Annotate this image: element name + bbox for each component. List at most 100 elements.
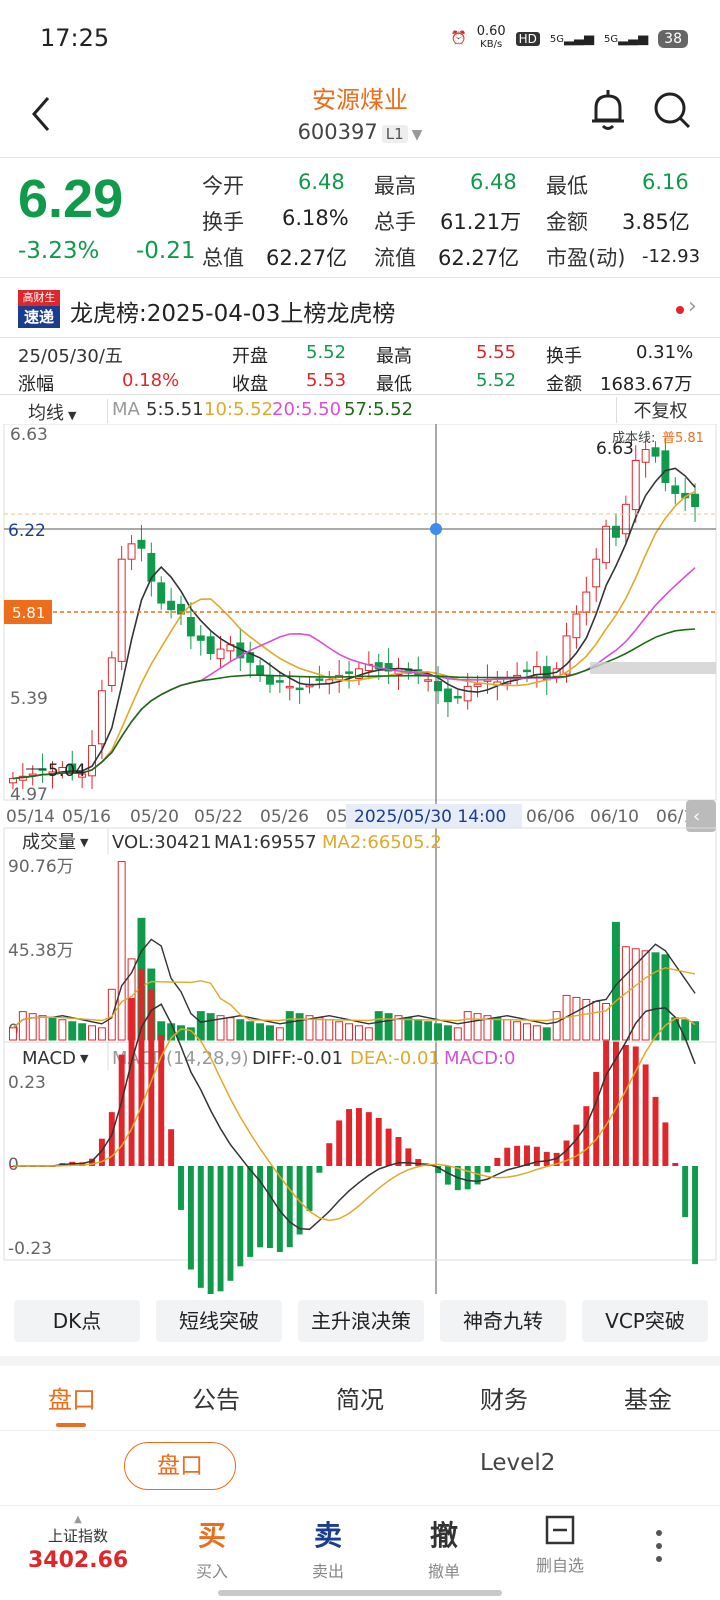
ma-label: MA [112,399,140,420]
candle-body [424,679,433,682]
volume-bar [107,988,116,1041]
macd-bar [652,1096,659,1166]
volume-bar [424,1021,433,1041]
candle-body [443,688,452,703]
x-tick: 05/22 [194,807,243,827]
volume-bar [364,1027,373,1041]
candle-body [562,635,571,675]
candle-body [295,687,304,691]
collapse-button[interactable] [686,800,716,832]
home-indicator [218,1590,502,1596]
remove-watchlist-label: 删自选 [535,1556,584,1575]
candle-body [641,449,650,463]
volume-ma-line [12,967,696,1029]
candle-body [206,636,215,654]
volume-bar [641,950,650,1041]
buy-button[interactable]: 买 买入 [172,1514,252,1582]
macd-bar [514,1145,521,1166]
volume-bar [246,1021,255,1041]
search-icon[interactable] [652,88,692,132]
vol-value: VOL:30421 [112,832,212,853]
tab-profile[interactable]: 简况 [336,1386,384,1414]
feature-button-wave[interactable]: 主升浪决策 [298,1300,424,1342]
level-badge: L1 [381,125,408,143]
day-label: 金额 [546,374,582,395]
news-banner[interactable]: 高财生 速递 龙虎榜:2025-04-03上榜龙虎榜 › [0,280,720,338]
kline-ytick: 4.97 [10,785,48,805]
volume-bar [463,1011,472,1041]
sell-button[interactable]: 卖 卖出 [288,1514,368,1582]
kline-ytick: 6.63 [10,425,48,445]
macd-indicator-select[interactable]: MACD [22,1048,76,1069]
candle-body [157,582,166,604]
candle-body [167,600,176,611]
macd-bar [444,1166,451,1185]
dropdown-icon: ▼ [68,409,77,422]
candle-body [186,617,195,637]
macd-bar [346,1109,353,1166]
macd-bar [286,1166,293,1248]
quote-label: 总手 [374,210,416,234]
more-icon[interactable] [654,1528,664,1568]
bell-icon[interactable] [588,88,628,132]
volume-bar [8,1027,17,1041]
adjust-toggle[interactable]: 不复权 [616,397,704,423]
macd-bar [672,1162,679,1166]
macd-ytick: 0 [8,1155,19,1175]
volume-bar [236,1019,245,1041]
kline-chart-area[interactable]: 6.63 6.22 5.81 5.39 4.97 成本线: 普5.81 6.63… [0,424,720,1294]
candle-body [631,460,640,511]
unread-dot [676,306,684,314]
kline-toolbar: 均线 ▼ MA 5:5.51 10:5.52 20:5.50 57:5.52 不复… [0,394,720,424]
volume-bar [572,996,581,1041]
index-ticker[interactable]: ▲ 上证指数 3402.66 [28,1514,128,1573]
volume-bar [18,1011,27,1041]
feature-button-breakout[interactable]: 短线突破 [156,1300,282,1342]
volume-bar [345,1023,354,1041]
day-info-panel: 25/05/30/五 开盘 5.52 最高 5.55 换手 0.31% 涨幅 0… [0,340,720,395]
volume-indicator-select[interactable]: 成交量 [22,832,76,853]
volume-bar [631,948,640,1041]
chevron-right-icon: › [688,294,697,319]
cancel-button[interactable]: 撤 撤单 [404,1514,484,1582]
remove-watchlist-button[interactable]: 删自选 [520,1514,600,1576]
back-button[interactable] [22,86,62,136]
volume-bar [394,1015,403,1041]
feature-button-nine[interactable]: 神奇九转 [440,1300,566,1342]
x-axis: 05/14 05/16 05/20 05/22 05/26 05 06/06 0… [6,807,694,827]
candle-body [345,671,354,674]
subtab-level2[interactable]: Level2 [480,1450,556,1476]
macd-bar [553,1152,560,1166]
volume-bar [226,1017,235,1041]
volume-bar [68,1021,77,1041]
volume-bar [582,998,591,1041]
feature-button-vcp[interactable]: VCP突破 [582,1300,708,1342]
candle-body [107,657,116,686]
volume-bar [542,1027,551,1041]
feature-button-dk[interactable]: DK点 [14,1300,140,1342]
macd-bar [682,1166,689,1218]
kline-ytick: 5.39 [10,689,48,709]
tab-announcements[interactable]: 公告 [192,1386,240,1414]
dropdown-icon: ▼ [80,1052,89,1065]
x-tick: 06/06 [526,807,575,827]
quote-value: 3.85亿 [622,210,690,234]
macd-bar [98,1138,105,1166]
section-divider [0,1356,720,1366]
quote-value: 6.48 [298,170,345,194]
tab-finance[interactable]: 财务 [480,1386,528,1414]
macd-bar [385,1128,392,1166]
macd-bar [296,1166,303,1235]
macd-bar [395,1137,402,1166]
macd-bar [583,1106,590,1166]
candle-body [374,662,383,670]
indicator-select[interactable]: 均线 ▼ [4,399,108,424]
day-value: 0.18% [122,370,180,391]
tab-pankou[interactable]: 盘口 [48,1386,96,1414]
tab-fund[interactable]: 基金 [624,1386,672,1414]
subtab-pankou[interactable]: 盘口 [124,1442,236,1490]
macd-bar [375,1117,382,1166]
volume-bar [434,1023,442,1041]
ma5-value: 5:5.51 [146,399,204,420]
stock-code-row[interactable]: 600397 L1 ▼ [0,120,720,144]
